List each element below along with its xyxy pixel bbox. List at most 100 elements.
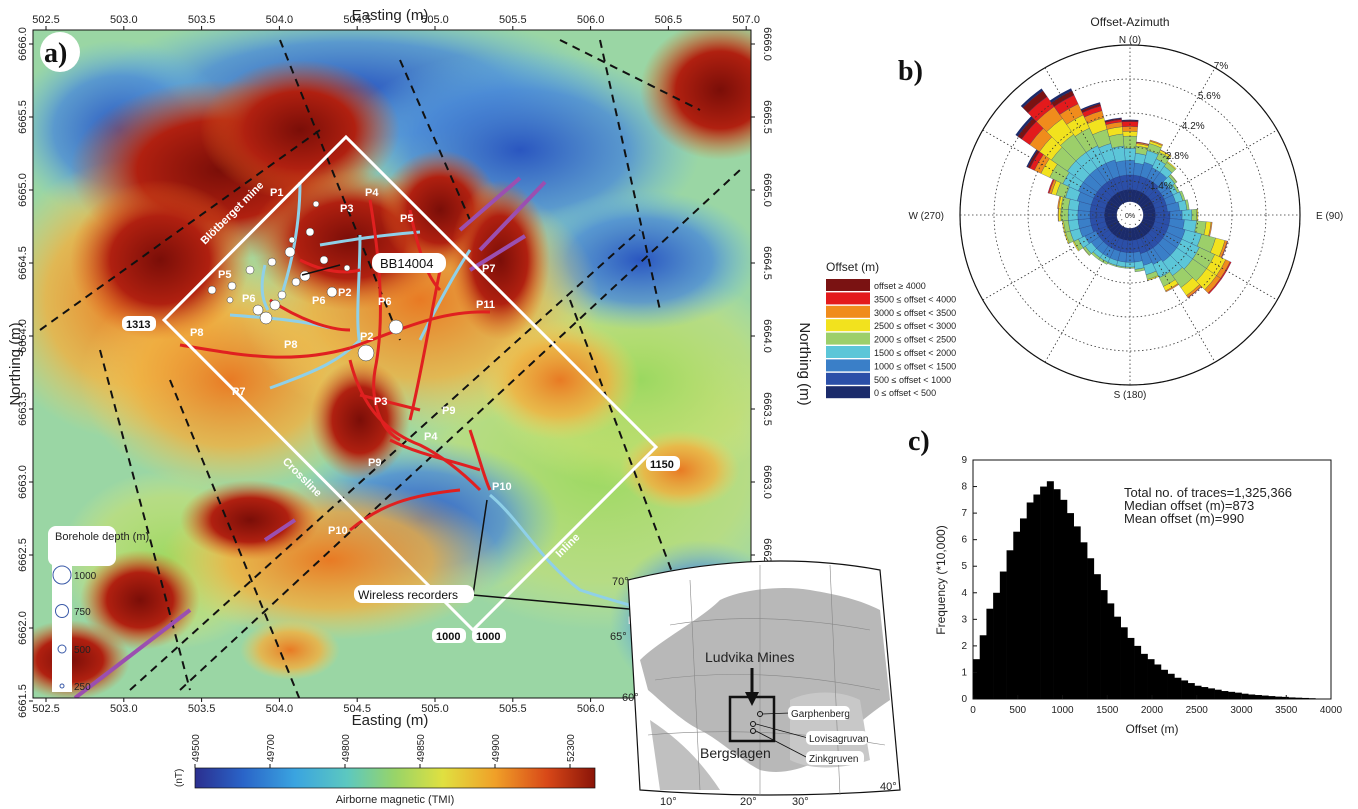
histogram-x-tick: 4000: [1320, 705, 1343, 716]
svg-text:250: 250: [74, 682, 91, 693]
polar-wedge: [1187, 286, 1202, 299]
northing-tick-left: 6662.0: [17, 611, 29, 645]
polar-dir-n: N (0): [1119, 35, 1141, 46]
profile-label: P3: [374, 396, 387, 408]
histogram-bar: [1241, 693, 1249, 699]
polar-center-label: 0%: [1125, 213, 1135, 220]
legend-item: 3500 ≤ offset < 4000: [874, 294, 956, 304]
histogram-bar: [1201, 687, 1209, 699]
inset-lat-70: 70°: [612, 576, 629, 588]
histogram-x-tick: 0: [970, 705, 976, 716]
histogram-bar: [1107, 603, 1115, 699]
histogram-bar: [1160, 669, 1168, 699]
colorbar-tick: 49500: [191, 734, 202, 762]
histogram-bar: [1275, 696, 1283, 699]
histogram-bar: [1019, 518, 1027, 699]
node-1000-right: 1000: [472, 628, 506, 643]
histogram-x-tick: 500: [1009, 705, 1026, 716]
histogram-annotation-mean: Mean offset (m)=990: [1124, 511, 1244, 526]
polar-wedge: [1122, 135, 1138, 149]
polar-radial-tick: 7%: [1214, 61, 1229, 72]
profile-label: P4: [424, 431, 438, 443]
northing-ticks-left: 6666.0 6665.5 6665.0 6664.5 6664.0 6663.5 6663…: [17, 27, 33, 718]
histogram-bar: [1228, 691, 1236, 699]
histogram-bar: [1154, 664, 1162, 699]
colorbar-tick: 49700: [266, 734, 277, 762]
legend-swatch: [826, 372, 870, 385]
easting-tick-bottom: 503.5: [188, 703, 216, 715]
northing-tick-left: 6663.0: [17, 465, 29, 499]
histogram-y-tick: 0: [961, 694, 967, 705]
node-1000-left: 1000: [432, 628, 466, 643]
easting-tick-bottom: 504.0: [266, 703, 294, 715]
histogram-bar: [1308, 698, 1316, 699]
histogram-bar: [1181, 680, 1189, 699]
easting-tick-bottom: 502.5: [32, 703, 60, 715]
profile-label: P7: [482, 263, 495, 275]
easting-tick-top: 505.0: [421, 14, 449, 26]
histogram-bar: [1221, 691, 1229, 699]
northing-tick-left: 6665.5: [17, 100, 29, 134]
inset-title: Ludvika Mines: [705, 649, 795, 665]
node-1150: 1150: [646, 456, 680, 471]
svg-text:Wireless recorders: Wireless recorders: [358, 588, 458, 602]
legend-title: Offset (m): [826, 260, 879, 274]
profile-label: P8: [190, 327, 203, 339]
histogram-bar: [986, 608, 994, 699]
svg-text:1150: 1150: [650, 459, 674, 471]
northing-tick-right: 6663.5: [761, 392, 773, 426]
polar-wedge: [1160, 149, 1172, 157]
structural-lineaments: [39, 39, 741, 698]
easting-tick-top: 503.5: [188, 14, 216, 26]
legend-item: 500 ≤ offset < 1000: [874, 375, 951, 385]
histogram-bar: [973, 659, 981, 699]
svg-text:BB14004: BB14004: [380, 256, 434, 271]
histogram-bar: [1207, 688, 1215, 699]
histogram-bar: [1120, 627, 1128, 699]
histogram-bar: [1127, 637, 1135, 699]
magnetic-map: Blötberget mine Crossline Inline P1P3P4P…: [7, 7, 813, 729]
legend-swatch: [826, 319, 870, 332]
legend-item: 3000 ≤ offset < 3500: [874, 308, 956, 318]
northing-tick-left: 6664.5: [17, 246, 29, 280]
histogram-bar: [1254, 695, 1262, 699]
histogram-bar: [979, 635, 987, 699]
histogram-x-tick: 1500: [1096, 705, 1119, 716]
profile-label: P2: [338, 287, 351, 299]
histogram-bar: [1046, 481, 1054, 699]
polar-dir-e: E (90): [1316, 211, 1343, 222]
profile-label: P9: [368, 457, 381, 469]
easting-tick-top: 507.0: [732, 14, 760, 26]
northing-tick-left: 6666.0: [17, 27, 29, 61]
histogram-bar: [1093, 574, 1101, 699]
magnetic-colorbar: 49500 49700 49800 49850 49900 52300 (nT) Airb…: [174, 734, 596, 806]
magnetic-anomaly-background: Blötberget mine Crossline Inline P1P3P4P…: [33, 30, 751, 698]
histogram-bar: [993, 592, 1001, 699]
svg-text:1313: 1313: [126, 319, 150, 331]
polar-wedge: [1181, 209, 1193, 221]
polar-radial-tick: 1.4%: [1150, 181, 1173, 192]
colorbar-tick: 49800: [341, 734, 352, 762]
legend-item: 0 ≤ offset < 500: [874, 388, 936, 398]
polar-wedge: [1207, 278, 1222, 295]
histogram-y-tick: 9: [961, 455, 967, 466]
easting-ticks-top: 502.5 503.0 503.5 504.0 504.5 505.0 505.5 506.0…: [32, 14, 760, 30]
histogram-bar: [1281, 696, 1289, 699]
legend-item: 2000 ≤ offset < 2500: [874, 335, 956, 345]
inset-lat-65: 65°: [610, 631, 627, 643]
profile-label: P6: [378, 296, 391, 308]
profile-label: P6: [242, 293, 255, 305]
histogram-bar: [1060, 499, 1068, 699]
histogram-bar: [1167, 673, 1175, 699]
profile-labels: P1 P3 P4 P5 P5 P6 P2 P6 P6 P7 P8 P8 P2 P11 P7 P3 P9 P4 P9 P…: [190, 187, 641, 627]
polar-wedge: [1020, 88, 1044, 108]
northing-tick-right: 6664.0: [761, 319, 773, 353]
histogram-y-tick: 7: [961, 508, 967, 519]
inset-scandinavia-map: Ludvika Mines Bergslagen Garphenberg Lov…: [610, 560, 901, 808]
borehole-depth-legend: Borehole depth (m) 1000 750 500 250: [48, 526, 149, 693]
profile-label: P9: [442, 405, 455, 417]
histogram-xlabel: Offset (m): [1125, 722, 1178, 736]
easting-tick-top: 506.5: [655, 14, 683, 26]
easting-tick-top: 504.0: [266, 14, 294, 26]
histogram-bar: [1026, 502, 1034, 699]
